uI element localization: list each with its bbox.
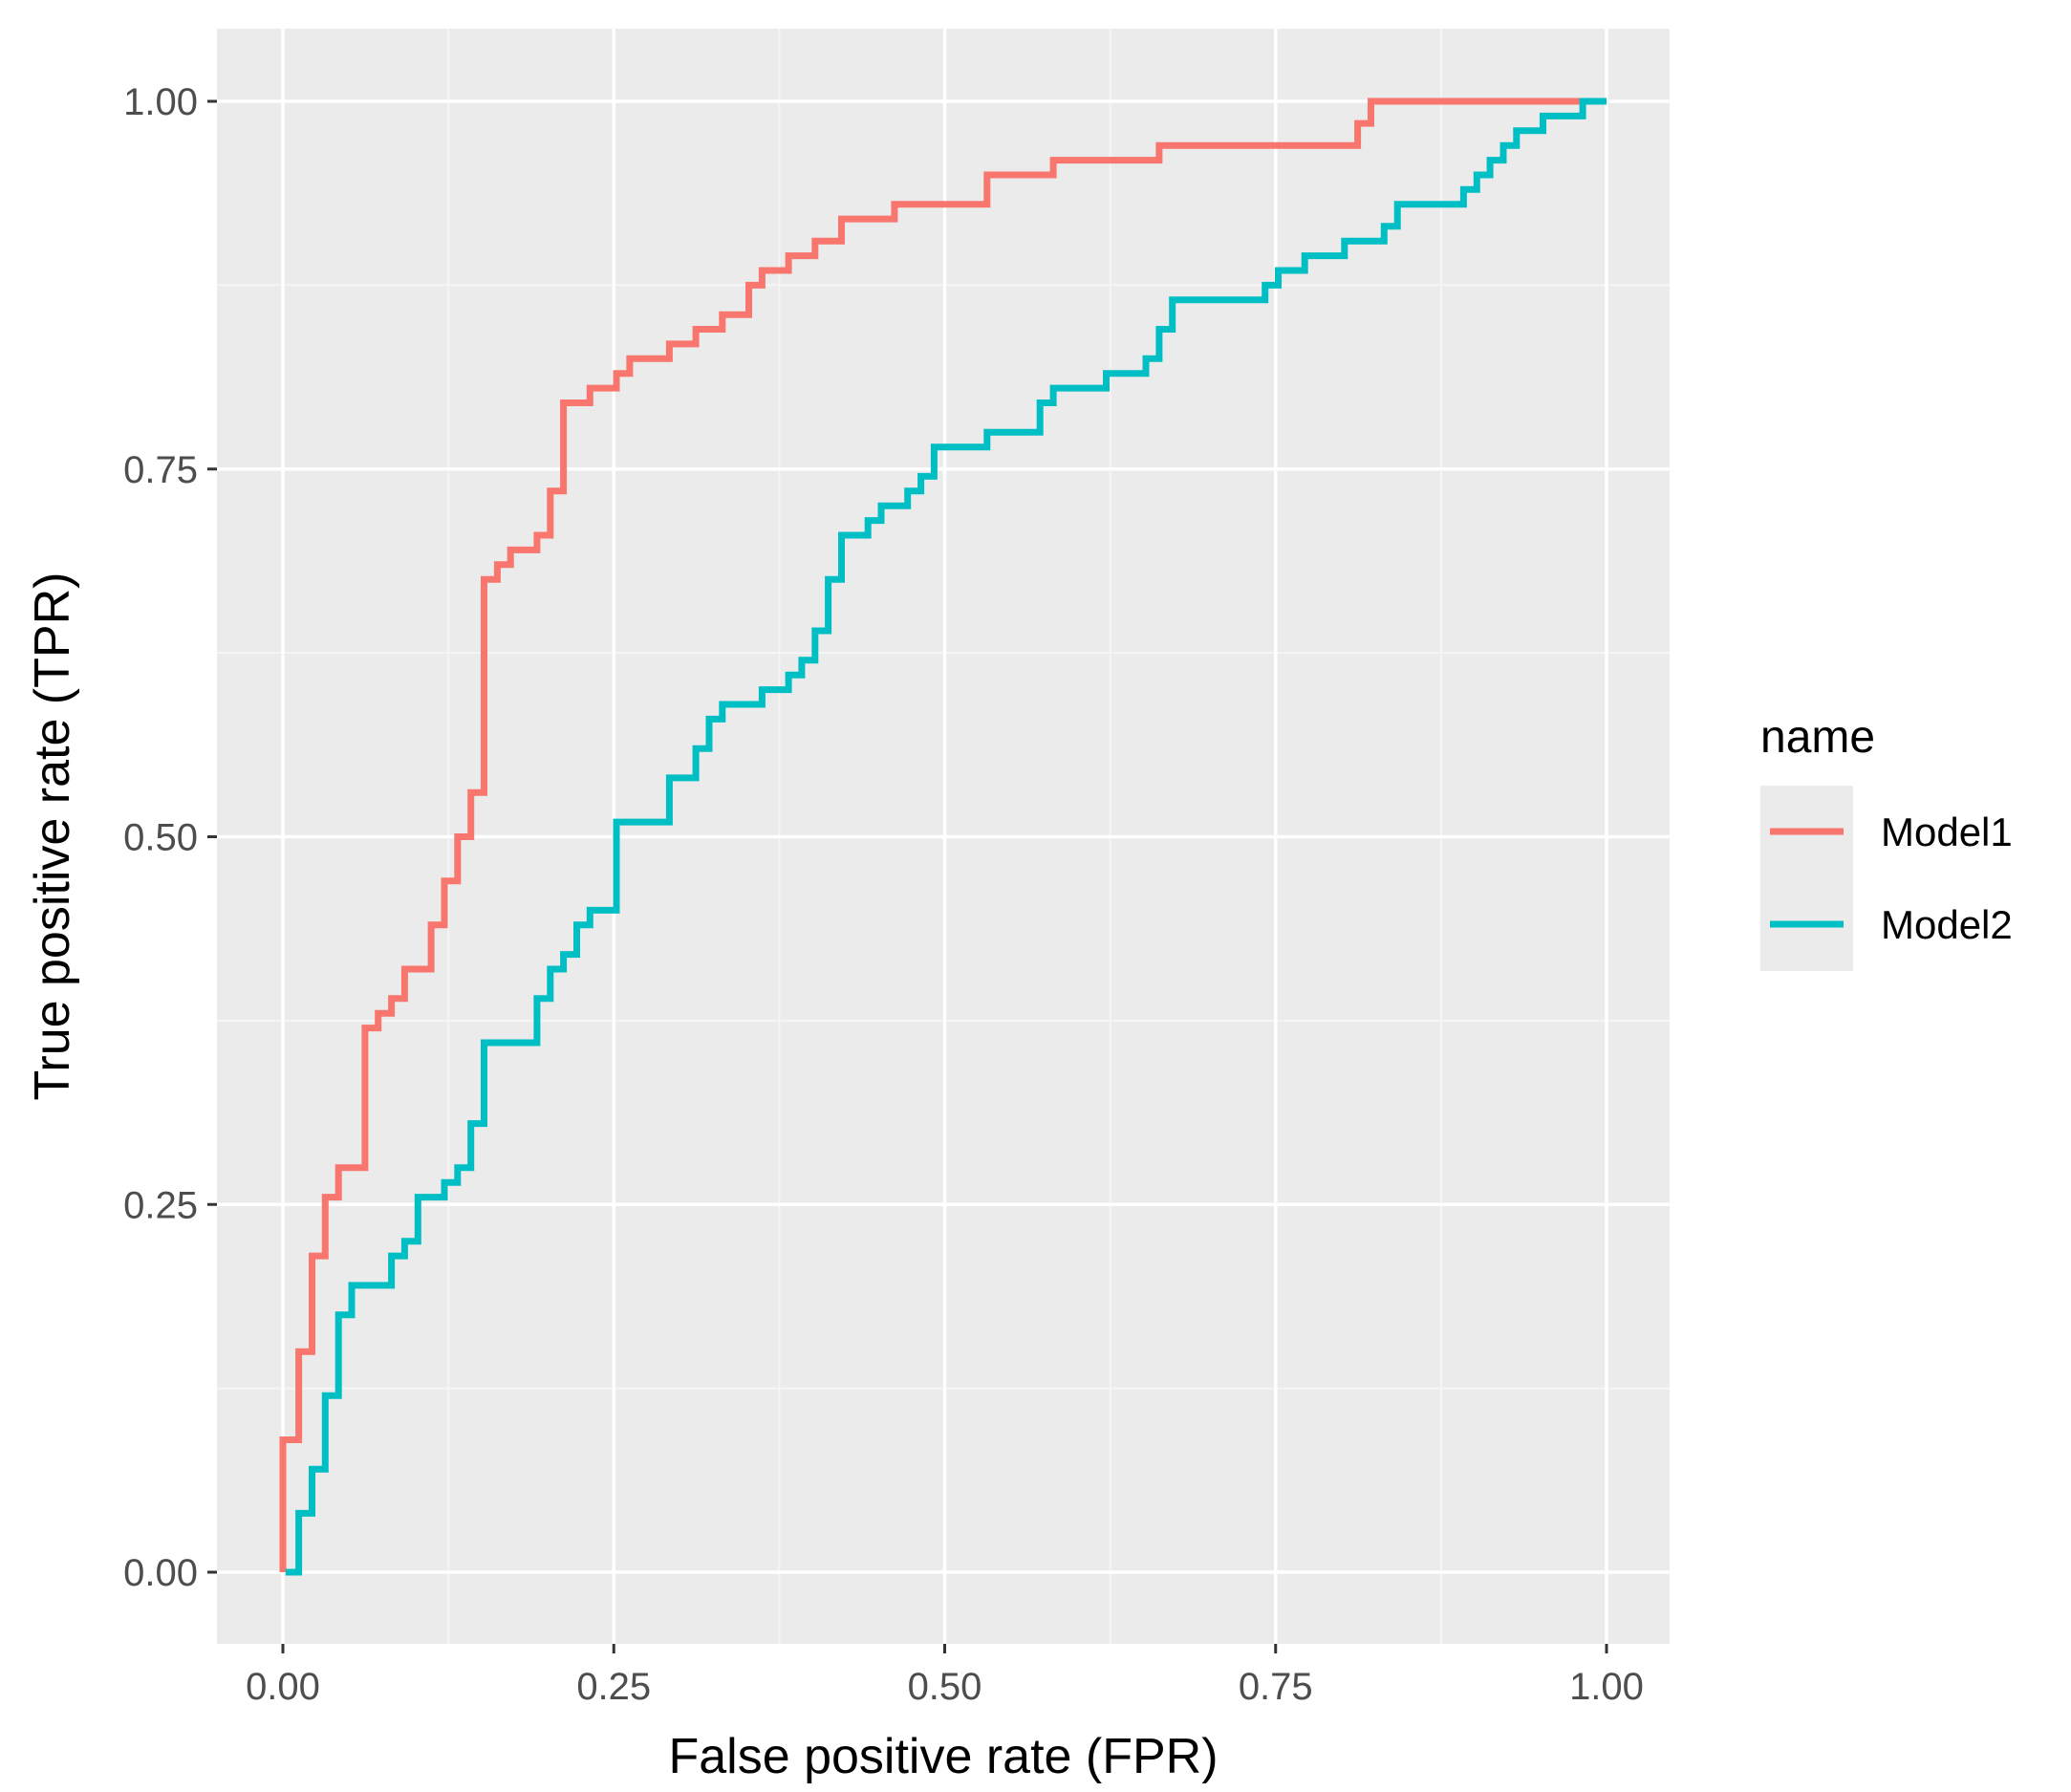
legend-key-background <box>1760 786 1853 971</box>
legend-title: name <box>1760 712 1875 763</box>
series-line-model1 <box>279 97 1607 1572</box>
legend-label-model2: Model2 <box>1881 902 2013 947</box>
y-tick-label: 0.50 <box>123 817 198 859</box>
legend-items: Model1 Model2 <box>1770 810 2013 947</box>
y-axis-ticks: 0.00 0.25 0.50 0.75 1.00 <box>123 81 217 1594</box>
y-tick-label: 1.00 <box>123 81 198 123</box>
y-tick-label: 0.25 <box>123 1184 198 1226</box>
x-axis-title: False positive rate (FPR) <box>668 1729 1218 1784</box>
x-tick-label: 0.50 <box>908 1666 982 1708</box>
x-tick-label: 0.75 <box>1239 1666 1313 1708</box>
series-layer <box>279 97 1607 1576</box>
y-axis-title: True positive rate (TPR) <box>25 572 80 1101</box>
x-tick-label: 1.00 <box>1569 1666 1644 1708</box>
series-line-model2 <box>285 97 1607 1576</box>
legend-label-model1: Model1 <box>1881 810 2013 854</box>
x-axis-ticks: 0.00 0.25 0.50 0.75 1.00 <box>246 1644 1644 1708</box>
x-tick-label: 0.00 <box>246 1666 320 1708</box>
x-tick-label: 0.25 <box>576 1666 651 1708</box>
legend: name Model1 Model2 <box>1760 712 2013 971</box>
y-tick-label: 0.75 <box>123 449 198 491</box>
y-tick-label: 0.00 <box>123 1552 198 1594</box>
